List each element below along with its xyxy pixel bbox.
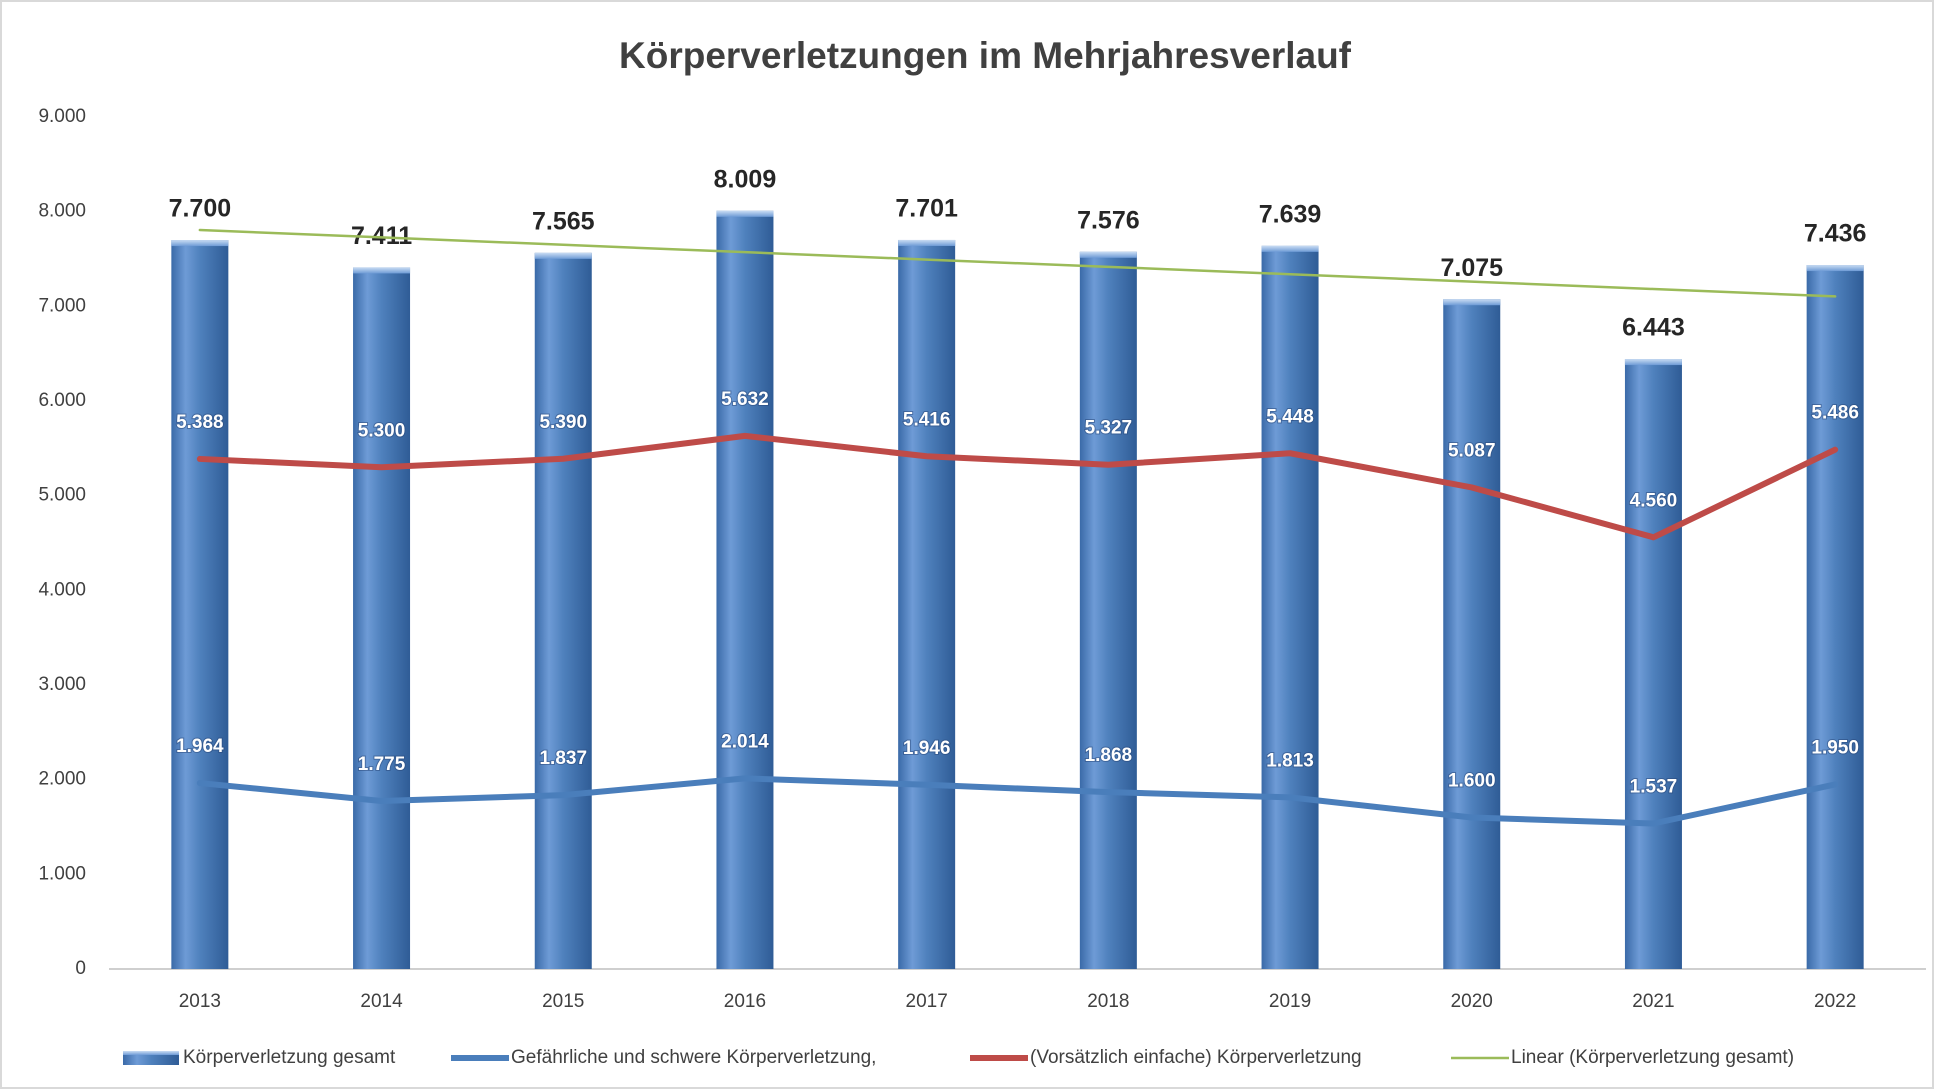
data-label: 6.443 — [1622, 314, 1685, 342]
data-label: 1.813 — [1266, 750, 1314, 771]
data-label: 1.837 — [539, 748, 587, 769]
data-label: 7.565 — [532, 207, 595, 235]
y-tick-label: 0 — [75, 958, 86, 979]
bar-cap — [1443, 299, 1501, 306]
data-label: 7.700 — [169, 195, 232, 223]
data-label: 4.560 — [1630, 490, 1678, 511]
chart-title: Körperverletzungen im Mehrjahresverlauf — [619, 35, 1352, 76]
data-label: 5.632 — [721, 389, 769, 410]
bar — [353, 267, 411, 970]
data-label: 1.775 — [358, 754, 406, 775]
bar-cap — [534, 252, 592, 259]
y-tick-label: 1.000 — [38, 863, 86, 884]
y-tick-label: 5.000 — [38, 485, 86, 506]
bar — [898, 239, 956, 970]
y-tick-label: 7.000 — [38, 295, 86, 316]
x-tick-label: 2022 — [1814, 991, 1856, 1012]
bar — [1261, 245, 1319, 970]
data-label: 7.436 — [1804, 220, 1867, 248]
bar-cap — [171, 240, 229, 247]
data-label: 7.576 — [1077, 206, 1140, 234]
y-tick-label: 9.000 — [38, 106, 86, 127]
data-label: 5.087 — [1448, 440, 1496, 461]
data-label: 1.950 — [1811, 737, 1859, 758]
bar-cap — [898, 239, 956, 246]
series-line — [196, 432, 1839, 541]
legend-label: (Vorsätzlich einfache) Körperverletzung — [1030, 1047, 1362, 1068]
bar-cap — [716, 210, 774, 217]
bar-cap — [1079, 251, 1137, 258]
bar — [534, 252, 592, 969]
x-tick-label: 2020 — [1451, 991, 1493, 1012]
bar — [171, 240, 229, 970]
data-label: 5.448 — [1266, 406, 1314, 427]
data-label: 1.964 — [176, 736, 224, 757]
data-label: 5.486 — [1811, 403, 1859, 424]
bar — [1624, 359, 1682, 970]
x-tick-label: 2021 — [1632, 991, 1674, 1012]
x-tick-label: 2015 — [542, 991, 584, 1012]
x-tick-label: 2017 — [906, 991, 948, 1012]
data-label: 1.600 — [1448, 771, 1496, 792]
legend-swatch-cap — [123, 1051, 179, 1055]
bar-cap — [1624, 359, 1682, 366]
x-tick-label: 2019 — [1269, 991, 1311, 1012]
data-label: 7.075 — [1440, 254, 1503, 282]
x-tick-label: 2013 — [179, 991, 221, 1012]
data-label: 5.390 — [539, 412, 587, 433]
data-label: 1.946 — [903, 738, 951, 759]
bar — [1079, 251, 1137, 970]
data-label: 8.009 — [714, 165, 777, 193]
series-line — [196, 775, 1839, 827]
legend-label: Körperverletzung gesamt — [183, 1047, 396, 1068]
data-label: 2.014 — [721, 731, 769, 752]
series-line — [198, 228, 1837, 298]
data-label: 1.868 — [1085, 745, 1133, 766]
bar-cap — [1806, 265, 1864, 272]
data-label: 5.327 — [1085, 418, 1133, 439]
data-label: 1.537 — [1630, 777, 1678, 798]
y-tick-label: 8.000 — [38, 201, 86, 222]
data-label: 5.416 — [903, 409, 951, 430]
legend-label: Linear (Körperverletzung gesamt) — [1511, 1047, 1794, 1068]
data-label: 7.701 — [895, 195, 958, 223]
data-label: 5.300 — [358, 420, 406, 441]
x-tick-label: 2016 — [724, 991, 766, 1012]
bar-cap — [353, 267, 411, 274]
y-tick-label: 4.000 — [38, 579, 86, 600]
bar-cap — [1261, 245, 1319, 252]
x-tick-label: 2014 — [360, 991, 403, 1012]
legend-label: Gefährliche und schwere Körperverletzung… — [511, 1047, 876, 1068]
y-tick-label: 3.000 — [38, 674, 86, 695]
y-tick-label: 6.000 — [38, 390, 86, 411]
bar — [1806, 265, 1864, 969]
data-label: 7.639 — [1259, 200, 1322, 228]
y-tick-label: 2.000 — [38, 769, 86, 790]
data-label: 5.388 — [176, 412, 224, 433]
bar — [1443, 299, 1501, 969]
x-tick-label: 2018 — [1087, 991, 1129, 1012]
bar — [716, 210, 774, 969]
